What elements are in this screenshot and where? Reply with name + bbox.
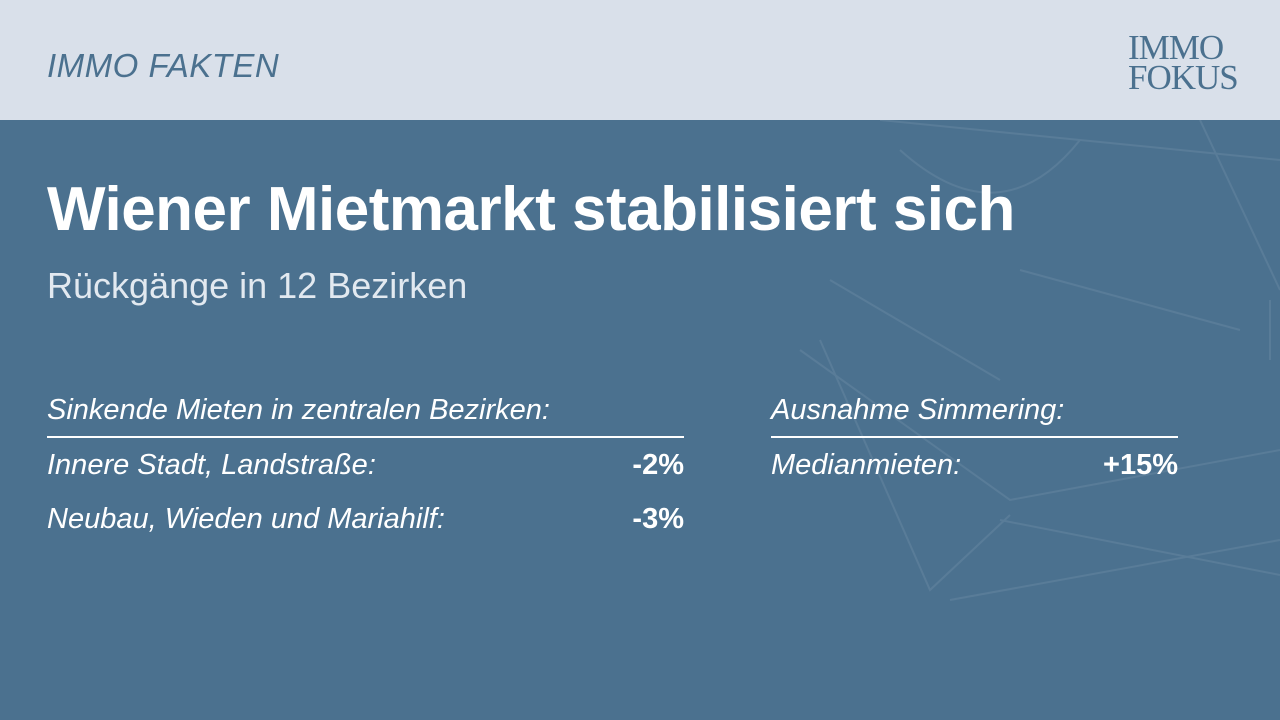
simmering-heading: Ausnahme Simmering: <box>771 390 1178 438</box>
page-subtitle: Rückgänge in 12 Bezirken <box>47 265 468 306</box>
immo-fokus-logo: IMMO FOKUS <box>1128 28 1252 97</box>
central-districts-heading: Sinkende Mieten in zentralen Bezirken: <box>47 390 684 438</box>
logo-line-1: IMMO <box>1128 28 1224 67</box>
section-kicker: IMMO FAKTEN <box>47 47 280 84</box>
logo-line-2: FOKUS <box>1128 58 1239 97</box>
page-title: Wiener Mietmarkt stabilisiert sich <box>47 175 1015 244</box>
stat-row: Innere Stadt, Landstraße: -2% <box>47 438 684 492</box>
stat-label: Innere Stadt, Landstraße: <box>47 449 376 481</box>
stat-value: +15% <box>1103 449 1178 481</box>
simmering-block: Ausnahme Simmering: Medianmieten: +15% <box>771 390 1178 492</box>
central-districts-block: Sinkende Mieten in zentralen Bezirken: I… <box>47 390 684 546</box>
stat-value: -3% <box>632 503 684 535</box>
header-bar: IMMO FAKTEN IMMO FOKUS <box>0 0 1280 120</box>
stat-row: Medianmieten: +15% <box>771 438 1178 492</box>
stat-value: -2% <box>632 449 684 481</box>
stat-row: Neubau, Wieden und Mariahilf: -3% <box>47 492 684 546</box>
stat-label: Neubau, Wieden und Mariahilf: <box>47 503 445 535</box>
stat-label: Medianmieten: <box>771 449 962 481</box>
